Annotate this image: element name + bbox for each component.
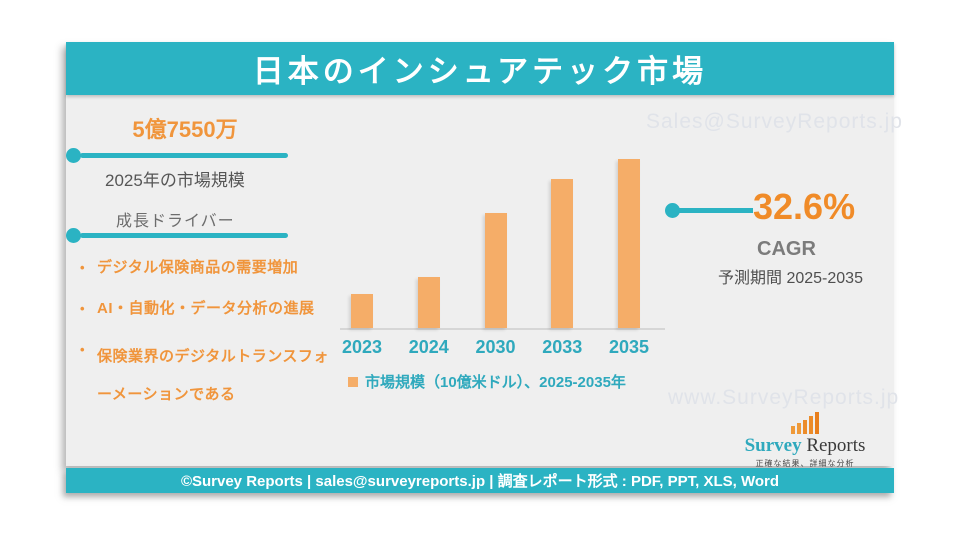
logo-tagline: 正確な結果、詳細な分析 bbox=[755, 459, 855, 468]
list-item: • AI・自動化・データ分析の進展 bbox=[80, 297, 332, 321]
market-size-value: 5億7550万 bbox=[132, 117, 238, 142]
list-item: • 保険業界のデジタルトランスフォーメーションである bbox=[80, 338, 332, 414]
bar-label: 2030 bbox=[475, 337, 516, 357]
bar-column: 2033 bbox=[542, 161, 582, 357]
legend-swatch-icon bbox=[348, 376, 358, 387]
bar-2030 bbox=[484, 213, 507, 328]
accent-divider bbox=[678, 208, 753, 213]
legend-label: 市場規模（10億米ドル）、2025-2035年 bbox=[365, 374, 626, 391]
line-dot-icon bbox=[66, 148, 81, 163]
bar-column: 2030 bbox=[475, 161, 516, 357]
logo-wordmark: Survey Reports bbox=[744, 435, 866, 456]
footer-text: ©Survey Reports | sales@surveyreports.jp… bbox=[180, 473, 780, 490]
line-dot-icon bbox=[665, 203, 680, 218]
growth-driver-list: • デジタル保険商品の需要増加 • AI・自動化・データ分析の進展 • 保険業界… bbox=[80, 256, 332, 431]
bullet-icon: • bbox=[80, 301, 85, 316]
bar-label: 2024 bbox=[408, 337, 449, 357]
accent-divider bbox=[80, 233, 288, 238]
footer-banner: ©Survey Reports | sales@surveyreports.jp… bbox=[66, 468, 894, 493]
cagr-label: CAGR bbox=[757, 238, 816, 260]
bar-column: 2035 bbox=[609, 159, 649, 357]
bar-label: 2033 bbox=[542, 337, 583, 357]
bar-column: 2024 bbox=[409, 161, 449, 357]
bar-chart-icon bbox=[791, 412, 819, 434]
bar-label: 2035 bbox=[608, 337, 650, 357]
market-size-label: 2025年の市場規模 bbox=[105, 171, 245, 190]
bar-chart: 2023 2024 2030 2033 2035 bbox=[340, 159, 665, 357]
watermark-url: www.SurveyReports.jp bbox=[668, 386, 900, 409]
bar-2023 bbox=[351, 294, 373, 328]
bar-2024 bbox=[417, 277, 440, 328]
growth-driver-heading: 成長ドライバー bbox=[116, 213, 235, 230]
bullet-icon: • bbox=[80, 260, 85, 275]
chart-legend: 市場規模（10億米ドル）、2025-2035年 bbox=[348, 371, 626, 392]
watermark-email: Sales@SurveyReports.jp bbox=[646, 110, 903, 133]
cagr-period: 予測期間 2025-2035 bbox=[718, 270, 863, 287]
bar-column: 2023 bbox=[342, 161, 382, 357]
bar-label: 2023 bbox=[341, 337, 383, 357]
page-title: 日本のインシュアテック市場 bbox=[252, 54, 708, 89]
main-panel: 日本のインシュアテック市場 bbox=[66, 42, 894, 466]
cagr-value: 32.6% bbox=[753, 186, 856, 227]
line-dot-icon bbox=[66, 228, 81, 243]
title-banner: 日本のインシュアテック市場 bbox=[66, 42, 894, 95]
list-item: • デジタル保険商品の需要増加 bbox=[80, 256, 332, 280]
bullet-icon: • bbox=[80, 342, 85, 357]
accent-divider bbox=[80, 153, 288, 158]
survey-reports-logo: Survey Reports 正確な結果、詳細な分析 bbox=[740, 412, 870, 469]
bar-2033 bbox=[551, 179, 574, 328]
bar-2035 bbox=[618, 159, 640, 328]
